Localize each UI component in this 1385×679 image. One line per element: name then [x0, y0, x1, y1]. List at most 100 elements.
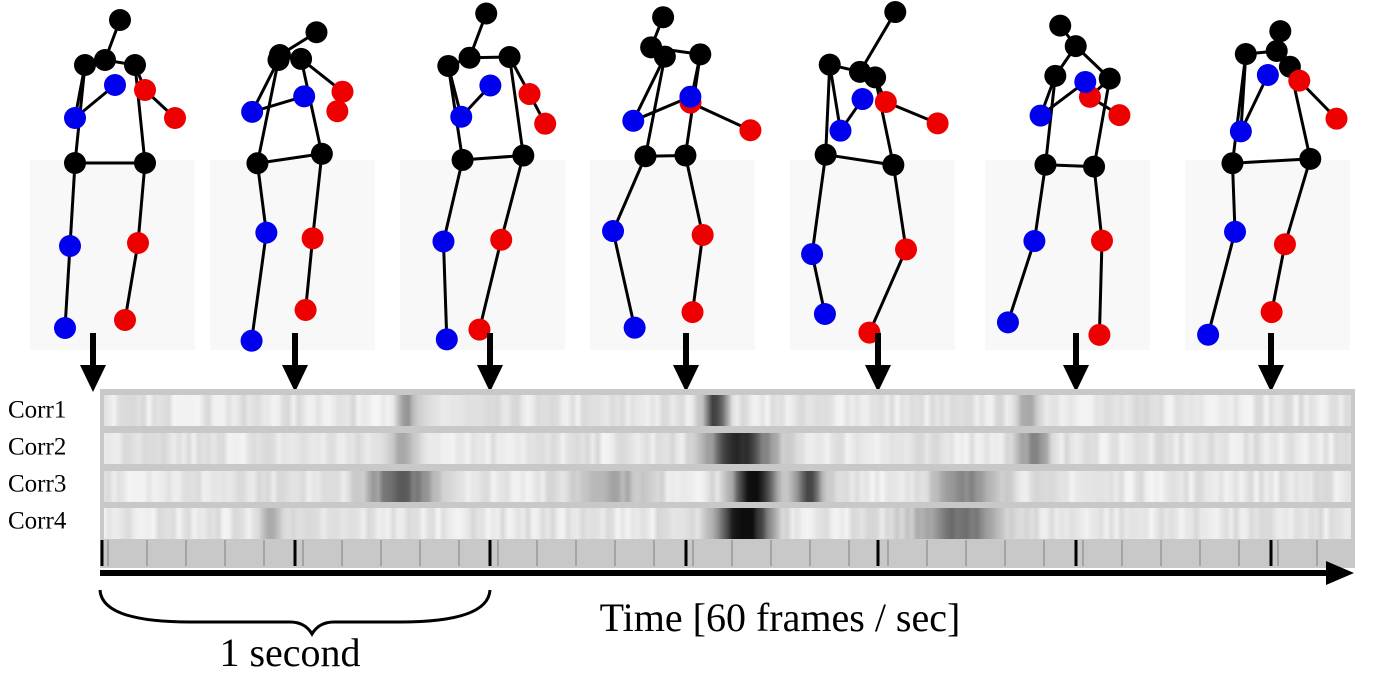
joint: [1260, 301, 1283, 324]
bone: [611, 155, 647, 232]
joint: [1083, 155, 1106, 178]
heatmap-row: [104, 395, 1351, 426]
bone: [691, 234, 705, 313]
joint: [437, 54, 460, 77]
bone: [136, 162, 147, 244]
joint: [1197, 323, 1220, 346]
joint: [829, 119, 852, 142]
joint: [54, 317, 76, 339]
bone: [824, 64, 832, 155]
joint: [874, 91, 897, 114]
joint: [884, 1, 907, 24]
joint: [450, 105, 473, 128]
joint: [652, 6, 675, 29]
bone: [250, 232, 268, 341]
joint: [255, 221, 278, 244]
joint: [240, 329, 263, 352]
joint: [1074, 70, 1097, 93]
bone: [304, 238, 315, 311]
bone: [1232, 157, 1311, 165]
joint: [813, 302, 836, 325]
bone: [499, 155, 525, 241]
joint: [801, 243, 824, 266]
heatmap-row: [104, 433, 1351, 464]
joint: [996, 311, 1019, 334]
joint: [435, 328, 458, 351]
row-label: Corr3: [8, 471, 66, 498]
heatmap-row: [104, 508, 1351, 539]
skeleton-backdrop: [30, 160, 195, 350]
bone: [891, 164, 908, 250]
bone: [1206, 231, 1237, 336]
joint: [882, 153, 905, 176]
joint: [1325, 107, 1348, 130]
joint: [475, 2, 498, 25]
bone: [1283, 158, 1312, 245]
correlation-heatmap: [100, 389, 1355, 568]
joint: [164, 107, 186, 129]
bone: [1006, 240, 1036, 323]
joint: [331, 80, 354, 103]
joint: [858, 321, 881, 344]
bone: [68, 162, 77, 247]
joint: [1269, 20, 1292, 43]
bone: [611, 230, 637, 329]
joint: [1034, 153, 1057, 176]
bone: [1270, 243, 1287, 313]
joint: [691, 223, 714, 246]
arrow-head: [282, 365, 308, 392]
bone: [311, 153, 324, 239]
joint: [1273, 233, 1296, 256]
joint: [290, 47, 313, 70]
joint: [134, 152, 156, 174]
joint: [59, 235, 81, 257]
joint: [479, 74, 502, 97]
bone: [1092, 78, 1112, 167]
joint: [294, 298, 317, 321]
arrow-head: [1258, 365, 1284, 392]
skeleton-backdrop: [210, 160, 375, 350]
joint: [94, 49, 116, 71]
joint: [689, 43, 712, 66]
joint: [326, 100, 349, 123]
joint: [127, 232, 149, 254]
skeletons: [30, 1, 1350, 352]
arrow-head: [80, 365, 106, 392]
bone: [683, 155, 705, 236]
joint: [851, 88, 874, 111]
joint: [109, 9, 131, 31]
joint: [602, 220, 625, 243]
row-labels: Corr1 Corr2 Corr3 Corr4: [8, 397, 67, 535]
joint: [134, 79, 156, 101]
joint: [623, 316, 646, 339]
frame-strip: [100, 540, 1355, 568]
joint: [1023, 230, 1046, 253]
joint: [534, 112, 557, 135]
joint: [246, 152, 269, 175]
joint: [64, 152, 86, 174]
arrow-head: [1063, 365, 1089, 392]
bone: [441, 241, 449, 340]
joint: [895, 238, 918, 261]
bone: [255, 163, 268, 233]
joint: [490, 228, 513, 251]
joint: [1091, 229, 1114, 252]
joint: [814, 143, 837, 166]
bone: [123, 242, 140, 321]
joint: [301, 227, 324, 250]
arrow-head: [673, 365, 699, 392]
bone: [1097, 240, 1104, 335]
joint: [432, 230, 455, 253]
bone: [508, 56, 525, 156]
joint: [1064, 35, 1087, 58]
joint: [818, 53, 841, 76]
joint: [674, 144, 697, 167]
joint: [124, 54, 146, 76]
joint: [622, 109, 645, 132]
joint: [926, 112, 949, 135]
joint: [739, 119, 762, 142]
arrow-head: [477, 365, 503, 392]
bone: [643, 56, 667, 157]
joint: [681, 301, 704, 324]
joint: [1049, 14, 1072, 37]
